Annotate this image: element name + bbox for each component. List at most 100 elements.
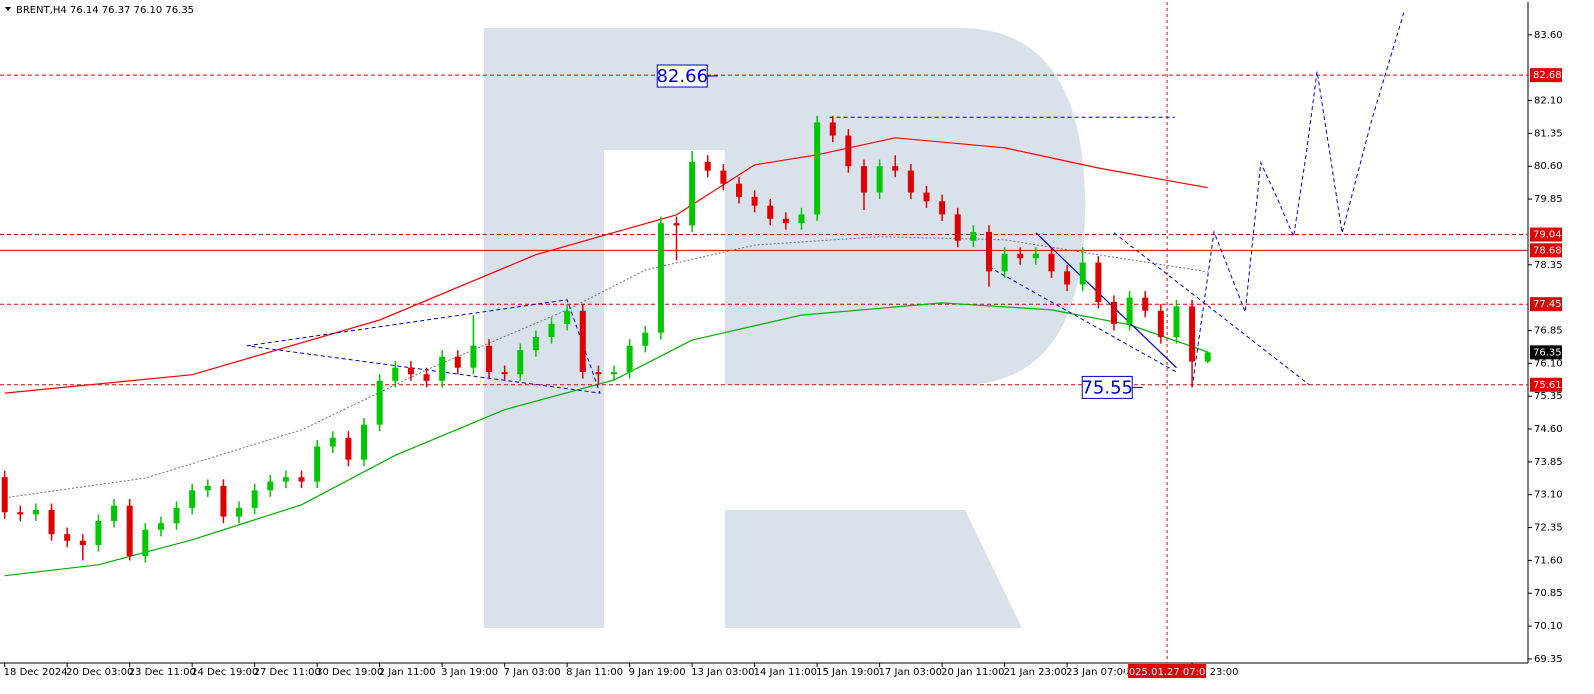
y-tick-label: 78.35 <box>1534 260 1563 271</box>
y-tick-label: 80.60 <box>1534 161 1563 172</box>
x-tick-label: 20 Dec 03:00 <box>66 667 133 678</box>
x-tick-label: 9 Jan 19:00 <box>629 667 686 678</box>
candle-body <box>611 372 618 375</box>
candle-body <box>673 223 680 226</box>
overlay-line <box>1113 232 1310 386</box>
candle-body <box>345 437 352 460</box>
x-tick-label: 17 Jan 03:00 <box>879 667 942 678</box>
candle-body <box>142 529 149 557</box>
candle-body <box>939 201 946 215</box>
candle-body <box>17 512 24 515</box>
candle-body <box>751 196 758 206</box>
y-tick-label: 81.35 <box>1534 128 1563 139</box>
candle-body <box>657 223 664 333</box>
level-label-box <box>1530 377 1562 392</box>
annotation-label: 75.55 <box>1081 377 1133 398</box>
overlay-line <box>988 266 1177 373</box>
candle-body <box>251 490 258 508</box>
level-label: 75.61 <box>1533 380 1562 391</box>
candle-body <box>1048 253 1055 272</box>
candle-body <box>798 214 805 224</box>
candle-body <box>220 485 227 517</box>
candle-body <box>361 424 368 460</box>
y-tick-label: 69.35 <box>1534 654 1563 665</box>
y-tick-label: 79.85 <box>1534 194 1563 205</box>
candle-body <box>267 481 274 491</box>
x-tick-label: 2 Jan 11:00 <box>379 667 436 678</box>
candle-body <box>32 510 39 515</box>
x-tick-label: 3 Jan 19:00 <box>441 667 498 678</box>
candle-body <box>1173 306 1180 338</box>
x-tick-label: 23 Jan 07:00 <box>1066 667 1129 678</box>
level-label: 82.68 <box>1533 70 1562 81</box>
x-tick-label: 15 Jan 19:00 <box>816 667 879 678</box>
y-tick-label: 72.35 <box>1534 523 1563 534</box>
candle-body <box>111 505 118 521</box>
x-tick-label: 13 Jan 03:00 <box>691 667 754 678</box>
price-label: 76.35 <box>1533 347 1562 358</box>
y-tick-label: 73.85 <box>1534 457 1563 468</box>
level-label: 78.68 <box>1533 245 1562 256</box>
y-tick-label: 82.10 <box>1534 96 1563 107</box>
candle-body <box>564 310 571 324</box>
y-tick-label: 83.60 <box>1534 30 1563 41</box>
y-tick-label: 70.10 <box>1534 621 1563 632</box>
candle-body <box>736 183 743 197</box>
candle-body <box>1142 297 1149 311</box>
x-tick-label: 7 Jan 03:00 <box>504 667 561 678</box>
candle-body <box>1079 262 1086 285</box>
candle-body <box>189 490 196 508</box>
candle-body <box>64 534 71 541</box>
level-label-box <box>1530 68 1562 83</box>
candle-body <box>1204 352 1211 362</box>
candle-body <box>1064 271 1071 285</box>
candle-body <box>1017 253 1024 259</box>
candle-body <box>298 477 305 482</box>
x-tick-label: 8 Jan 11:00 <box>566 667 623 678</box>
y-tick-label: 73.10 <box>1534 490 1563 501</box>
candle-body <box>126 505 133 557</box>
candle-body <box>204 485 211 491</box>
candle-body <box>923 192 930 202</box>
menu-arrow <box>5 7 11 11</box>
x-tick-label: 23 Dec 11:00 <box>129 667 196 678</box>
candle-body <box>548 323 555 338</box>
candle-body <box>423 374 430 381</box>
x-tick-label: 21 Jan 23:00 <box>1004 667 1067 678</box>
candle-body <box>1189 306 1196 362</box>
candle-body <box>1 477 8 513</box>
candle-body <box>236 507 243 517</box>
level-label: 79.04 <box>1533 230 1562 241</box>
y-tick-label: 71.60 <box>1534 555 1563 566</box>
candle-body <box>1095 262 1102 302</box>
candle-body <box>1110 302 1117 324</box>
candle-body <box>767 205 774 219</box>
candle-body <box>954 214 961 241</box>
candle-body <box>814 122 821 215</box>
candle-body <box>392 367 399 381</box>
candle-body <box>720 170 727 184</box>
y-tick-label: 74.60 <box>1534 424 1563 435</box>
level-label: 77.45 <box>1533 299 1562 310</box>
candle-body <box>892 166 899 171</box>
candle-body <box>1001 253 1008 272</box>
candle-body <box>157 523 164 530</box>
candle-body <box>1157 310 1164 338</box>
level-label-box <box>1530 227 1562 242</box>
x-tick-label: 30 Dec 19:00 <box>316 667 383 678</box>
x-tick-label: 14 Jan 11:00 <box>754 667 817 678</box>
candle-body <box>501 372 508 375</box>
candle-body <box>532 337 539 351</box>
candle-body <box>704 161 711 171</box>
candle-body <box>595 372 602 375</box>
candle-body <box>79 540 86 546</box>
crosshair-label-box <box>1128 664 1207 678</box>
candle-body <box>970 231 977 241</box>
candle-body <box>579 310 586 373</box>
candle-body <box>282 477 289 482</box>
candle-body <box>439 356 446 381</box>
x-tick-label: 27 Dec 11:00 <box>254 667 321 678</box>
candle-body <box>48 510 55 535</box>
candle-body <box>314 446 321 482</box>
level-label-box <box>1530 243 1562 258</box>
